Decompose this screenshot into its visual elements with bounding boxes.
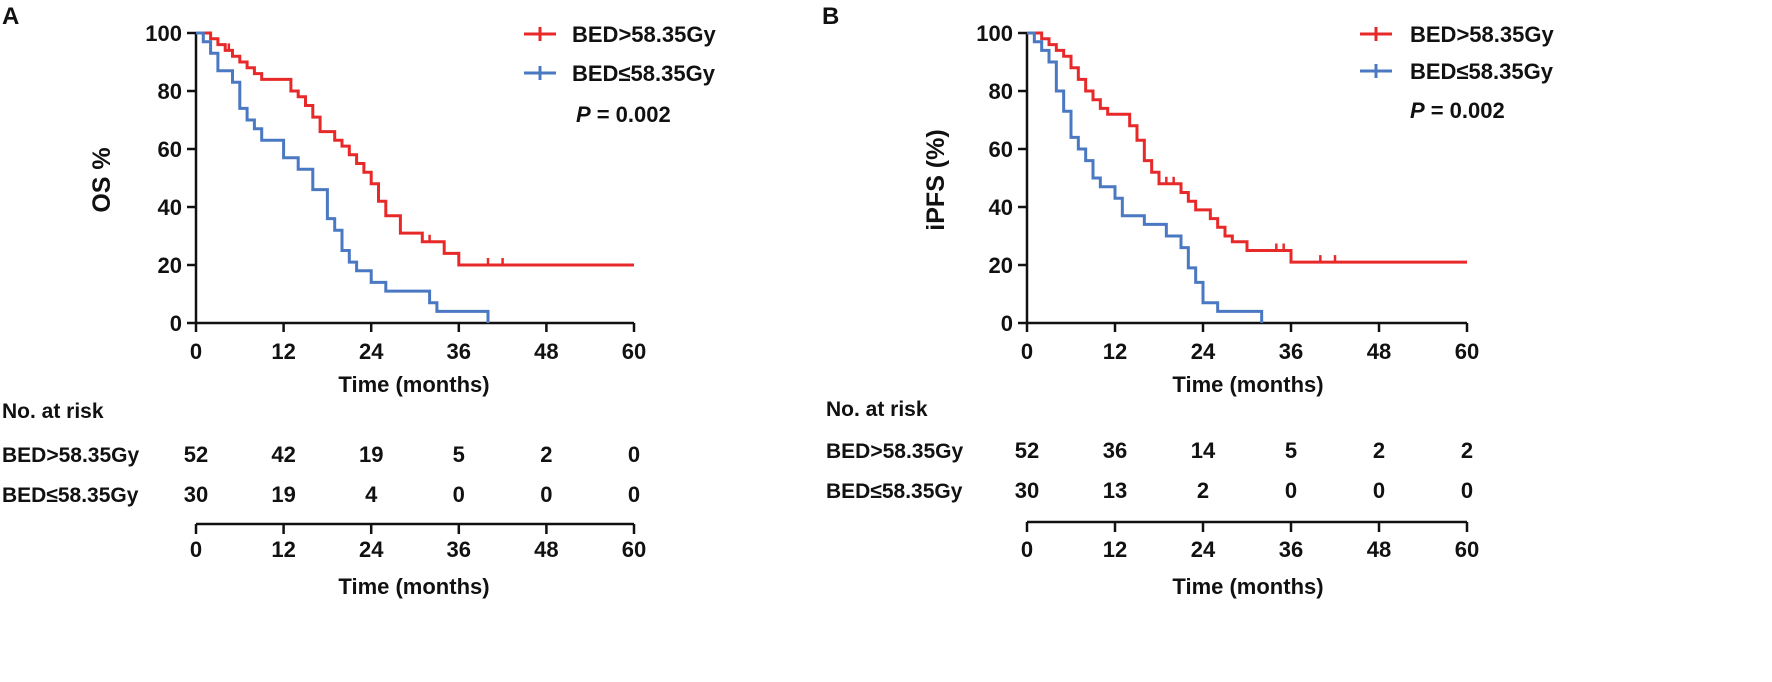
risk-count: 14 — [1191, 438, 1216, 463]
panel-a-risk-xlabel: Time (months) — [338, 574, 489, 599]
risk-count: 0 — [628, 482, 640, 507]
risk-axis-tick-label: 36 — [1279, 537, 1303, 562]
risk-count: 52 — [1015, 438, 1039, 463]
risk-count: 5 — [453, 442, 465, 467]
p-symbol: P — [576, 102, 591, 127]
panel-a-ylabel: OS % — [88, 147, 116, 212]
panel-b-risk-title: No. at risk — [826, 398, 928, 421]
panel-a-risk-title: No. at risk — [2, 400, 104, 423]
risk-count: 42 — [271, 442, 295, 467]
x-tick-label: 0 — [1021, 339, 1033, 364]
y-tick-label: 20 — [158, 253, 182, 278]
x-tick-label: 48 — [534, 339, 558, 364]
risk-count: 2 — [540, 442, 552, 467]
risk-count: 30 — [184, 482, 208, 507]
risk-axis-tick-label: 0 — [1021, 537, 1033, 562]
risk-axis-tick-label: 48 — [534, 537, 558, 562]
y-tick-label: 100 — [145, 21, 182, 46]
risk-count: 0 — [453, 482, 465, 507]
risk-count: 2 — [1373, 438, 1385, 463]
risk-count: 19 — [359, 442, 383, 467]
panel-b-risk-row-low-label: BED≤58.35Gy — [826, 480, 963, 503]
y-tick-label: 60 — [158, 137, 182, 162]
x-tick-label: 12 — [1103, 339, 1127, 364]
risk-axis-tick-label: 24 — [359, 537, 384, 562]
risk-axis-tick-label: 48 — [1367, 537, 1391, 562]
panel-a-risk-row-low-label: BED≤58.35Gy — [2, 484, 139, 507]
x-tick-label: 24 — [1191, 339, 1216, 364]
p-number: = 0.002 — [597, 102, 671, 127]
y-tick-label: 80 — [158, 79, 182, 104]
risk-axis-tick-label: 60 — [622, 537, 646, 562]
panel-b-legend: BED>58.35Gy BED≤58.35Gy P = 0.002 — [1360, 22, 1554, 123]
panel-b-label: B — [822, 3, 839, 30]
risk-count: 52 — [184, 442, 208, 467]
risk-count: 2 — [1197, 478, 1209, 503]
panel-a-label: A — [2, 3, 19, 30]
risk-count: 5 — [1285, 438, 1297, 463]
risk-axis-tick-label: 0 — [190, 537, 202, 562]
risk-count: 19 — [271, 482, 295, 507]
panel-a-legend: BED>58.35Gy BED≤58.35Gy P = 0.002 — [524, 22, 716, 127]
panel-a-risk-table: 52 42 19 5 2 030 19 4 0 0 00 12 24 36 48 60 — [184, 442, 646, 562]
legend-low-label: BED≤58.35Gy — [1410, 59, 1554, 84]
risk-count: 2 — [1461, 438, 1473, 463]
y-tick-label: 60 — [989, 137, 1013, 162]
y-tick-label: 100 — [976, 21, 1013, 46]
x-tick-label: 36 — [447, 339, 471, 364]
legend-high-label: BED>58.35Gy — [1410, 22, 1554, 47]
panel-b-risk-xlabel: Time (months) — [1172, 574, 1323, 599]
risk-count: 0 — [1461, 478, 1473, 503]
risk-count: 4 — [365, 482, 378, 507]
curve-bed-low — [196, 31, 490, 323]
x-tick-label: 12 — [271, 339, 295, 364]
y-tick-label: 0 — [1001, 311, 1013, 336]
curve-bed-low — [1027, 31, 1264, 323]
panel-a-plot: 0 20 40 60 80 100 0 12 24 36 48 60 — [145, 21, 646, 364]
panel-b-xlabel: Time (months) — [1172, 372, 1323, 397]
x-tick-label: 36 — [1279, 339, 1303, 364]
x-tick-label: 48 — [1367, 339, 1391, 364]
panel-a-p-value: P = 0.002 — [576, 102, 671, 127]
risk-count: 13 — [1103, 478, 1127, 503]
panel-b-ylabel: iPFS (%) — [922, 129, 950, 230]
risk-count: 0 — [1373, 478, 1385, 503]
legend-high-label: BED>58.35Gy — [572, 22, 716, 47]
risk-axis-tick-label: 24 — [1191, 537, 1216, 562]
curve-bed-high — [196, 31, 634, 267]
risk-axis-tick-label: 60 — [1455, 537, 1479, 562]
risk-count: 30 — [1015, 478, 1039, 503]
panel-b-risk-row-high-label: BED>58.35Gy — [826, 440, 963, 463]
curve-bed-high — [1027, 31, 1467, 264]
risk-axis-tick-label: 36 — [447, 537, 471, 562]
risk-axis-tick-label: 12 — [1103, 537, 1127, 562]
x-tick-label: 24 — [359, 339, 384, 364]
panel-a-xlabel: Time (months) — [338, 372, 489, 397]
p-number: = 0.002 — [1431, 98, 1505, 123]
risk-count: 0 — [1285, 478, 1297, 503]
y-tick-label: 20 — [989, 253, 1013, 278]
risk-count: 0 — [540, 482, 552, 507]
panel-b-plot: 0 20 40 60 80 100 0 12 24 36 48 60 — [976, 21, 1479, 364]
y-tick-label: 80 — [989, 79, 1013, 104]
panel-b-p-value: P = 0.002 — [1410, 98, 1505, 123]
x-tick-label: 0 — [190, 339, 202, 364]
x-tick-label: 60 — [622, 339, 646, 364]
y-tick-label: 0 — [170, 311, 182, 336]
risk-count: 36 — [1103, 438, 1127, 463]
risk-axis-tick-label: 12 — [271, 537, 295, 562]
y-tick-label: 40 — [989, 195, 1013, 220]
panel-a-risk-row-high-label: BED>58.35Gy — [2, 444, 139, 467]
panel-b-risk-table: 52 36 14 5 2 230 13 2 0 0 00 12 24 36 48 60 — [1015, 438, 1479, 562]
p-symbol: P — [1410, 98, 1425, 123]
legend-low-label: BED≤58.35Gy — [572, 61, 716, 86]
risk-count: 0 — [628, 442, 640, 467]
y-tick-label: 40 — [158, 195, 182, 220]
x-tick-label: 60 — [1455, 339, 1479, 364]
